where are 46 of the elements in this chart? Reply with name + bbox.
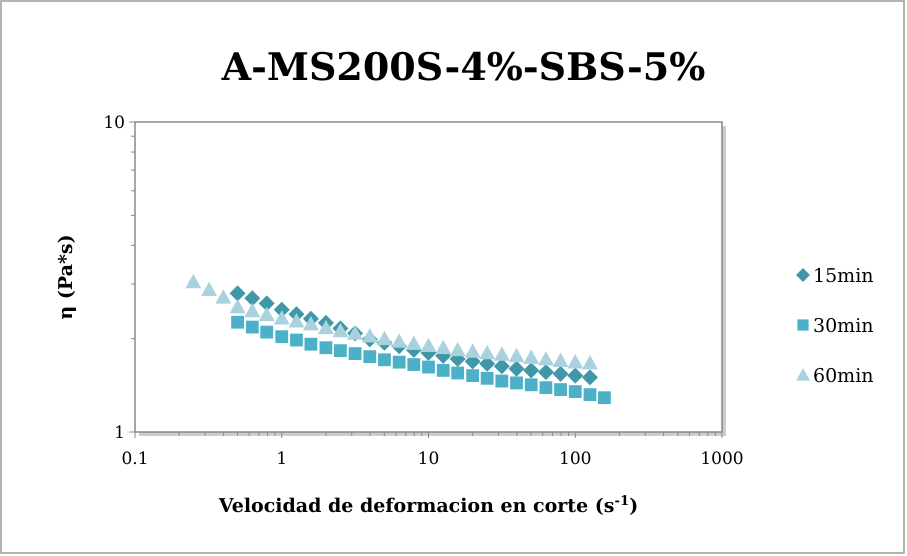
point — [290, 334, 303, 346]
point — [510, 376, 523, 390]
point — [422, 360, 435, 374]
point — [508, 360, 525, 377]
point — [554, 383, 567, 396]
point — [348, 347, 362, 360]
point — [258, 295, 275, 312]
point — [495, 374, 508, 388]
point — [582, 369, 598, 386]
point — [466, 369, 480, 382]
x-tick-label: 1 — [276, 449, 288, 469]
point — [598, 391, 611, 404]
point — [334, 344, 347, 358]
x-tick-label: 0.1 — [121, 449, 149, 469]
point — [584, 388, 596, 402]
point — [407, 358, 420, 371]
point — [275, 330, 288, 344]
point — [524, 378, 538, 392]
y-axis-title: η (Pa*s) — [55, 234, 77, 320]
point — [523, 362, 540, 378]
point — [363, 350, 376, 364]
point — [392, 356, 406, 369]
point — [246, 320, 259, 334]
legend-label: 15min — [813, 265, 874, 287]
x-axis-title: Velocidad de deformacion en corte (s$^{-1}$) — [218, 494, 638, 517]
point — [552, 366, 569, 382]
point — [480, 372, 494, 385]
point — [436, 364, 450, 377]
point — [538, 364, 554, 380]
point — [260, 326, 274, 339]
point — [320, 341, 332, 354]
x-tick-label: 100 — [559, 449, 592, 469]
point — [567, 368, 584, 384]
point — [451, 366, 464, 380]
x-tick-label: 10 — [418, 449, 440, 469]
point — [378, 353, 391, 366]
point — [304, 338, 318, 351]
x-tick-label: 1000 — [700, 449, 744, 469]
chart-title: A-MS200S-4%-SBS-5% — [220, 44, 706, 89]
point — [568, 385, 582, 398]
point — [244, 290, 260, 306]
legend-label: 60min — [813, 365, 874, 387]
point — [540, 381, 552, 394]
point — [231, 316, 244, 329]
legend-label: 30min — [813, 315, 874, 337]
point — [230, 285, 246, 302]
